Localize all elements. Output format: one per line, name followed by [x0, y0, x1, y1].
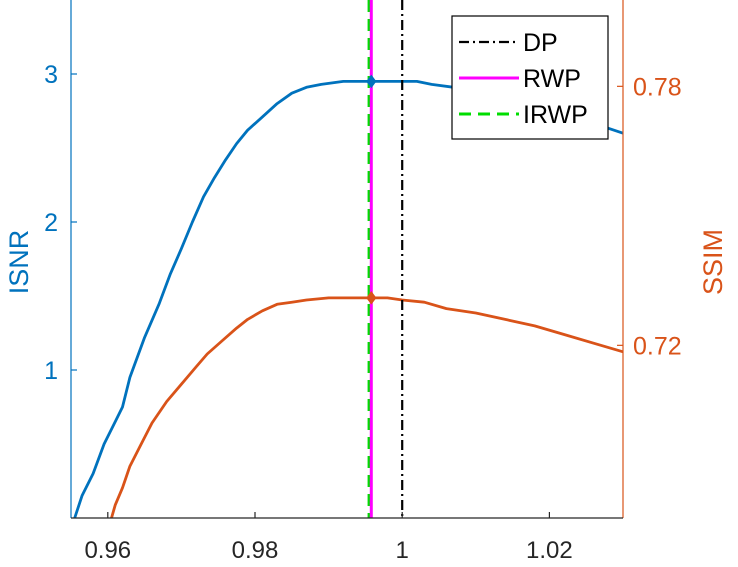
x-tick-label: 1 [396, 537, 409, 564]
isnr-max-marker [366, 74, 377, 89]
vline-layer [367, 0, 404, 518]
x-tick-label: 1.02 [526, 537, 573, 564]
y-axis-right-label: SSIM [698, 229, 728, 295]
legend-label-irwp: IRWP [523, 101, 588, 129]
ssim-series-line [110, 296, 624, 519]
series-layer [73, 80, 624, 519]
y-left-tick-label: 2 [44, 209, 58, 237]
legend-label-dp: DP [523, 29, 558, 57]
y-axis-left-label: ISNR [4, 230, 34, 295]
y-right-tick-label: 0.72 [633, 332, 682, 360]
legend-box [451, 15, 609, 140]
y-left-tick-label: 3 [44, 61, 58, 89]
x-tick-label: 0.96 [84, 537, 131, 564]
legend-label-rwp: RWP [523, 65, 581, 93]
isnr-series-line [73, 80, 624, 519]
ssim-max-marker [366, 291, 377, 305]
y-right-tick-label: 0.78 [633, 73, 682, 101]
legend: DP RWP IRWP [451, 15, 609, 140]
marker-layer [366, 74, 377, 305]
tick-layer: 0.96 0.98 1 1.02 1 2 3 0.72 0.78 [44, 61, 682, 564]
y-left-tick-label: 1 [44, 357, 58, 385]
x-tick-label: 0.98 [232, 537, 279, 564]
